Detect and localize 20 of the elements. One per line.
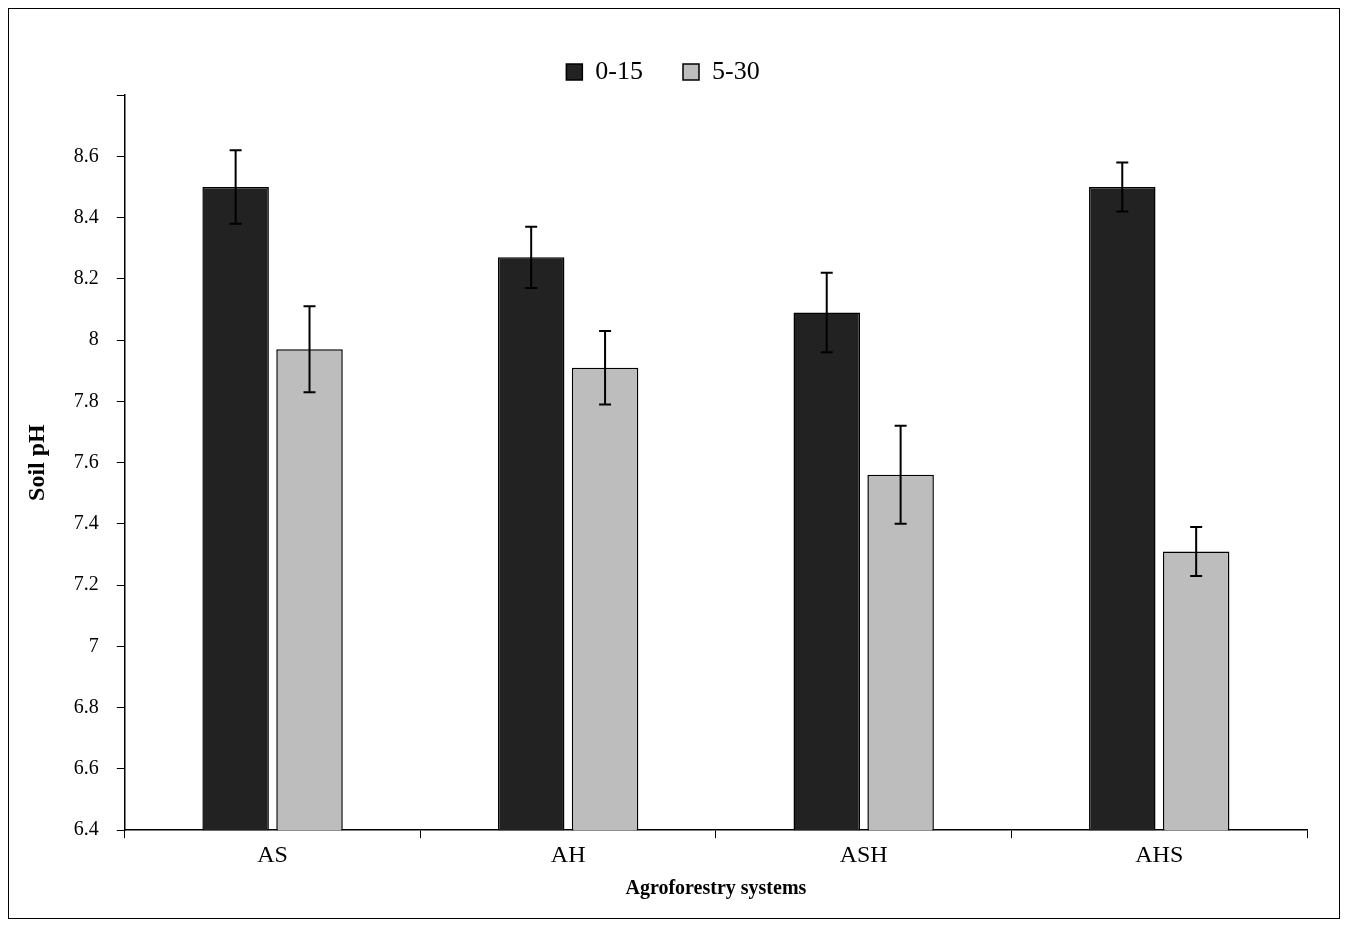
y-axis-title: Soil pH: [22, 423, 49, 501]
y-tick-label: 7.6: [73, 449, 99, 472]
y-tick-label: 8.2: [73, 266, 99, 289]
x-tick-label: AHS: [1135, 840, 1184, 867]
legend-label: 5-30: [712, 55, 760, 85]
x-tick-label: AH: [550, 840, 586, 867]
y-tick-label: 8: [88, 327, 99, 350]
y-tick-label: 6.6: [73, 756, 99, 779]
y-tick-label: 7.2: [73, 572, 99, 595]
y-tick-label: 8.4: [73, 204, 99, 227]
y-tick-label: 7.4: [73, 511, 99, 534]
x-tick-label: ASH: [839, 840, 888, 867]
y-tick-label: 6.8: [73, 694, 99, 717]
x-tick-label: AS: [257, 840, 288, 867]
y-tick-label: 7: [88, 633, 99, 656]
y-tick-label: 8.6: [73, 143, 99, 166]
y-tick-label: 7.8: [73, 388, 99, 411]
x-axis-title: Agroforestry systems: [625, 876, 807, 900]
legend-label: 0-15: [595, 55, 644, 85]
y-tick-label: 6.4: [73, 817, 99, 840]
